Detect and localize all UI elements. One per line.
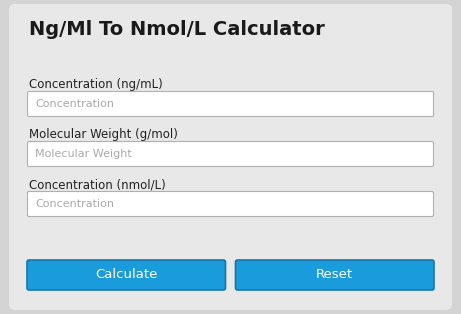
Text: Molecular Weight (g/mol): Molecular Weight (g/mol) — [29, 128, 178, 141]
Text: Concentration (ng/mL): Concentration (ng/mL) — [29, 78, 163, 91]
FancyBboxPatch shape — [28, 192, 433, 216]
Text: Concentration (nmol/L): Concentration (nmol/L) — [29, 178, 166, 191]
FancyBboxPatch shape — [28, 142, 433, 166]
FancyBboxPatch shape — [236, 260, 434, 290]
FancyBboxPatch shape — [28, 91, 433, 116]
FancyBboxPatch shape — [9, 4, 452, 310]
FancyBboxPatch shape — [27, 260, 225, 290]
Text: Calculate: Calculate — [95, 268, 158, 281]
Text: Reset: Reset — [316, 268, 353, 281]
Text: Molecular Weight: Molecular Weight — [35, 149, 132, 159]
Text: Concentration: Concentration — [35, 99, 114, 109]
Text: Concentration: Concentration — [35, 199, 114, 209]
Text: Ng/Ml To Nmol/L Calculator: Ng/Ml To Nmol/L Calculator — [29, 20, 325, 39]
